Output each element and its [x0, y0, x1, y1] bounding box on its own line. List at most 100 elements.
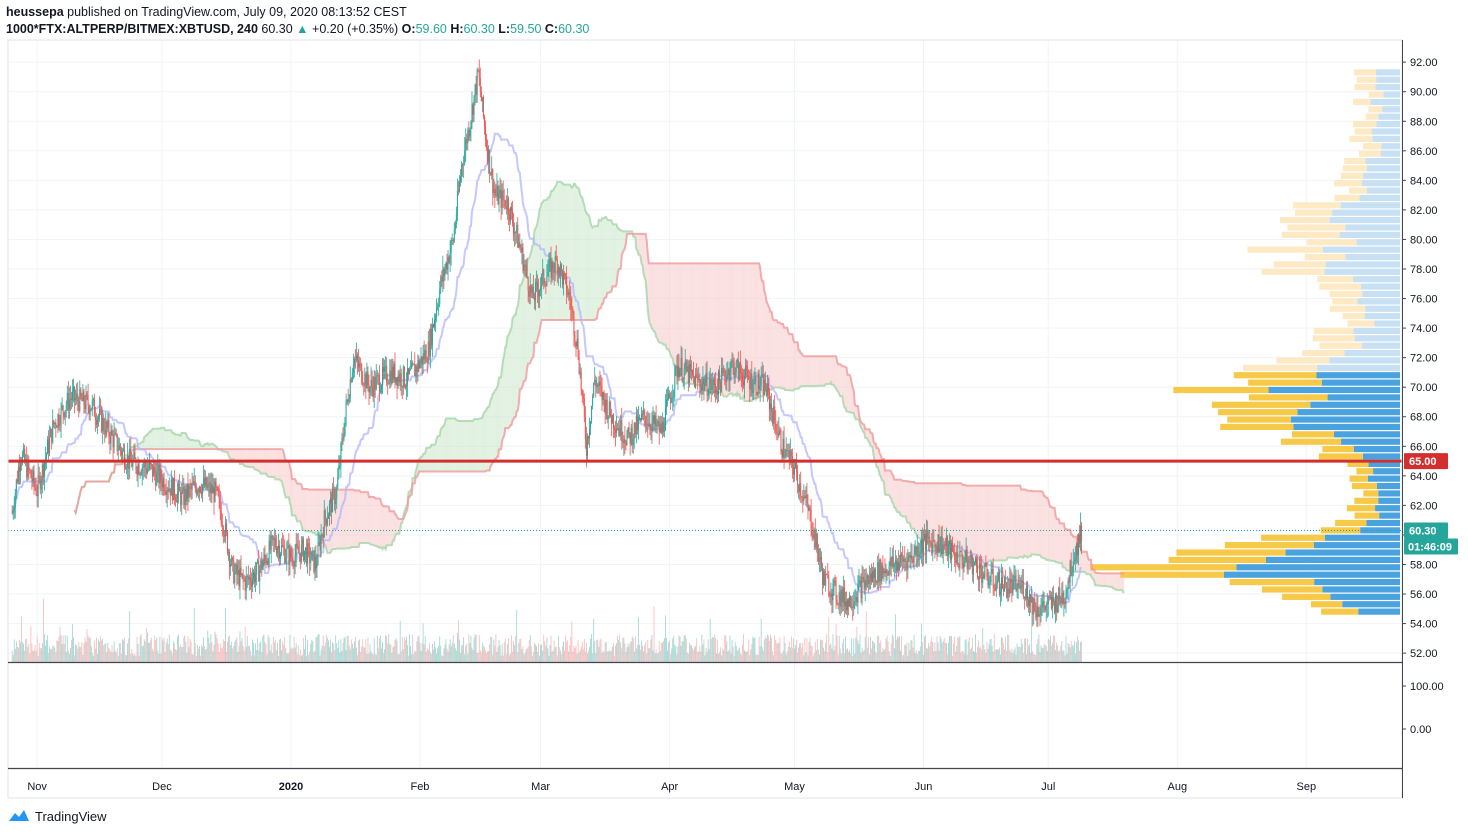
volume-bar [1039, 651, 1041, 662]
candle-body [365, 374, 367, 389]
candle-body [345, 401, 347, 418]
cloud-segment [1030, 490, 1032, 557]
cloud-segment [516, 306, 518, 412]
candle-body [105, 421, 107, 435]
candle-body [462, 164, 464, 166]
volume-bar [967, 641, 969, 662]
cloud-segment [253, 449, 255, 470]
cloud-segment [723, 263, 725, 397]
volume-bar [907, 655, 909, 662]
cloud-segment [974, 485, 976, 564]
candle-body [524, 264, 526, 267]
volume-bar [84, 637, 86, 662]
volume-bar [510, 653, 511, 662]
volume-bar [1062, 650, 1064, 662]
volume-bar [597, 639, 599, 662]
cloud-segment [1088, 559, 1090, 575]
cloud-segment [657, 263, 659, 342]
volume-bar [716, 653, 717, 662]
volume-bar [61, 644, 63, 662]
volume-bar [632, 638, 634, 662]
cloud-segment [171, 430, 173, 450]
cloud-segment [1097, 572, 1099, 586]
volume-bar [321, 645, 323, 662]
volume-bar [455, 650, 457, 662]
candle-body [1068, 580, 1070, 583]
candle-body [23, 449, 25, 455]
candle-body [50, 428, 52, 437]
volume-bar [972, 650, 974, 662]
volume-bar [451, 642, 453, 662]
volume-bar [900, 650, 901, 662]
candle-body [807, 502, 809, 511]
candle-body [245, 576, 247, 591]
candle-body [232, 557, 234, 561]
candle-body [965, 549, 967, 561]
cloud-segment [231, 449, 233, 460]
candle-body [796, 463, 798, 472]
cloud-segment [1031, 490, 1033, 555]
time-tick-label: Apr [661, 781, 678, 793]
footer-branding[interactable]: TradingView [8, 806, 107, 826]
cloud-segment [699, 263, 701, 387]
profile-bar-up [1360, 527, 1400, 534]
cloud-segment [445, 418, 448, 472]
cloud-segment [881, 458, 883, 481]
cloud-segment [813, 356, 815, 387]
candle-body [147, 468, 149, 469]
candle-body [727, 369, 729, 375]
candle-body [613, 428, 615, 430]
volume-bar [778, 643, 780, 662]
price-tick-label: 78.00 [1410, 264, 1438, 276]
volume-bar [292, 648, 294, 662]
candle-body [286, 547, 288, 559]
candle-body [604, 399, 606, 414]
volume-bar [836, 635, 838, 662]
volume-bar [692, 648, 693, 662]
volume-bar [917, 651, 919, 662]
candle-body [334, 489, 336, 504]
volume-bar [356, 647, 357, 662]
volume-bar [747, 650, 749, 662]
candle-body [856, 597, 858, 603]
volume-bar [933, 651, 935, 662]
volume-bar [220, 648, 222, 662]
candle-body [908, 554, 910, 556]
symbol-name[interactable]: 1000*FTX:ALTPERP/BITMEX:XBTUSD, 240 [6, 22, 258, 36]
volume-bar [325, 635, 327, 662]
candle-body [990, 572, 992, 582]
cloud-segment [441, 426, 443, 472]
candle-body [230, 564, 232, 567]
volume-bar [227, 641, 228, 662]
cloud-segment [443, 423, 445, 472]
author-name[interactable]: heussepa [6, 5, 64, 19]
volume-bar [13, 639, 15, 662]
volume-bar [850, 653, 852, 662]
cloud-segment [586, 212, 588, 321]
indicator-axis[interactable]: 100.000.00 [1402, 681, 1444, 736]
cloud-segment [594, 226, 596, 321]
time-axis[interactable]: Nov Dec 2020 Feb Mar Apr May Jun Jul Aug Sep [27, 781, 1316, 793]
volume-bar [647, 639, 649, 662]
candle-body [1047, 597, 1049, 605]
volume-bar [180, 644, 182, 662]
cloud-segment [420, 456, 423, 472]
candle-body [619, 427, 621, 436]
volume-bar [751, 644, 753, 662]
cloud-segment [164, 427, 166, 450]
volume-bar [580, 646, 582, 662]
profile-bar-down [1279, 217, 1330, 224]
cloud-segment [708, 263, 710, 393]
cloud-segment [693, 263, 695, 385]
volume-bar [992, 651, 994, 662]
cloud-segment [1106, 573, 1108, 587]
price-axis[interactable]: 92.0090.0088.0086.0084.0082.0080.0078.00… [1402, 57, 1438, 660]
profile-bar-up [1314, 578, 1400, 586]
profile-bar-down [1220, 423, 1294, 431]
cloud-segment [235, 449, 237, 462]
volume-bar [29, 653, 31, 662]
volume-bar [176, 650, 177, 662]
cloud-segment [168, 430, 170, 450]
cloud-segment [191, 439, 193, 450]
